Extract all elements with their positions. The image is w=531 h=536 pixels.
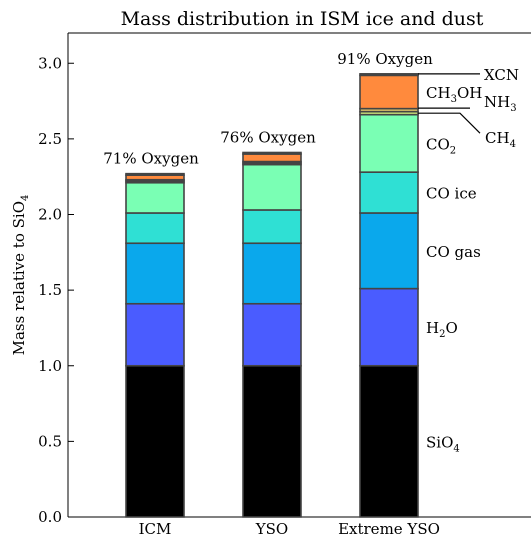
bar-segment-co2 xyxy=(125,181,185,214)
x-axis: ICM YSO Extreme YSO xyxy=(139,511,440,536)
y-tick-label: 2.0 xyxy=(38,206,62,224)
oxygen-annotation: 76% Oxygen xyxy=(220,128,316,146)
bar-segment-sio4 xyxy=(125,364,185,518)
bar-segment-sio4 xyxy=(359,364,419,518)
bar-segment-co-gas xyxy=(359,212,419,290)
segment-label: CO2 xyxy=(426,135,456,156)
bar-annotations: 71% Oxygen 76% Oxygen 91% Oxygen xyxy=(103,50,433,168)
bar-segment-xcn xyxy=(359,73,419,77)
bar-segment-co-ice xyxy=(359,171,419,214)
bar-segment-co2 xyxy=(242,163,302,211)
bar-segment-xcn xyxy=(242,151,302,155)
y-tick-label: 0.0 xyxy=(38,508,62,526)
segment-label: CH4 xyxy=(485,129,516,150)
oxygen-annotation: 91% Oxygen xyxy=(337,50,433,68)
bar-segment-ch3oh xyxy=(242,153,302,163)
bars xyxy=(125,73,419,518)
x-tick-label: ICM xyxy=(139,520,172,536)
bar-segment-co2 xyxy=(359,113,419,173)
bar-segment-co-gas xyxy=(125,242,185,305)
y-tick-label: 1.0 xyxy=(38,357,62,375)
y-axis-label: Mass relative to SiO4 xyxy=(10,195,31,356)
oxygen-annotation: 71% Oxygen xyxy=(103,150,199,168)
y-tick-label: 3.0 xyxy=(38,54,62,72)
segment-label: NH3 xyxy=(484,93,517,114)
y-tick-label: 0.5 xyxy=(38,432,62,450)
bar-segment-h2o xyxy=(125,302,185,367)
y-axis: 0.0 0.5 1.0 1.5 2.0 2.5 3.0 xyxy=(38,54,74,526)
bar-segment-xcn xyxy=(125,172,185,176)
bar-segment-h2o xyxy=(242,302,302,367)
bar-segment-h2o xyxy=(359,287,419,367)
x-tick-label: Extreme YSO xyxy=(338,520,440,536)
bar-segment-ch3oh xyxy=(359,74,419,110)
bar-segment-co-gas xyxy=(242,242,302,305)
x-tick-label: YSO xyxy=(255,520,288,536)
chart-title: Mass distribution in ISM ice and dust xyxy=(121,8,484,30)
bar-segment-sio4 xyxy=(242,364,302,518)
segment-label: CH3OH xyxy=(426,84,482,105)
y-tick-label: 2.5 xyxy=(38,130,62,148)
bar-segment-co-ice xyxy=(125,212,185,245)
segment-label: XCN xyxy=(484,66,519,84)
segment-label: SiO4 xyxy=(426,433,460,454)
bar-segment-co-ice xyxy=(242,209,302,245)
segment-label: CO gas xyxy=(426,243,481,261)
segment-label: CO ice xyxy=(426,185,477,203)
y-tick-label: 1.5 xyxy=(38,281,62,299)
ch4-leader-line xyxy=(418,112,481,134)
segment-label: H2O xyxy=(426,319,458,340)
